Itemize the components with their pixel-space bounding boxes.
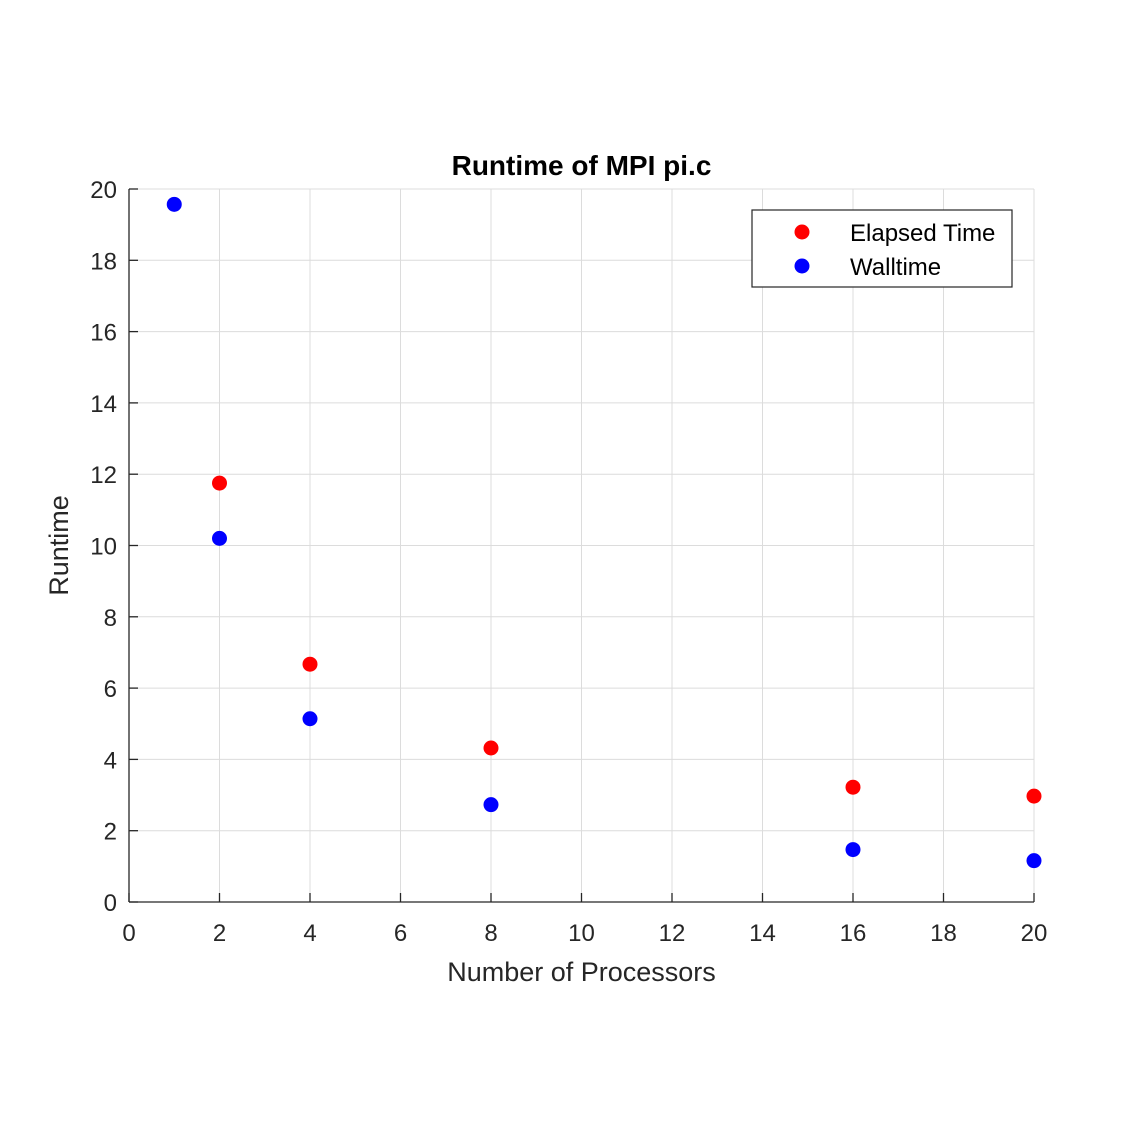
y-tick-label: 0 bbox=[104, 890, 117, 917]
x-tick-label: 4 bbox=[303, 920, 316, 947]
x-tick-label: 2 bbox=[213, 920, 226, 947]
legend-label-walltime: Walltime bbox=[850, 254, 941, 281]
x-tick-label: 14 bbox=[749, 920, 776, 947]
walltime-point bbox=[1026, 853, 1042, 869]
y-tick-label: 12 bbox=[90, 462, 117, 489]
y-tick-label: 18 bbox=[90, 248, 117, 275]
walltime-point bbox=[166, 196, 182, 212]
x-tick-label: 20 bbox=[1021, 920, 1048, 947]
walltime-point bbox=[845, 842, 861, 858]
elapsed-time-point bbox=[302, 656, 318, 672]
x-tick-label: 16 bbox=[840, 920, 867, 947]
data-points bbox=[166, 196, 1042, 869]
elapsed-time-point bbox=[1026, 788, 1042, 804]
x-tick-label: 8 bbox=[484, 920, 497, 947]
y-tick-label: 16 bbox=[90, 320, 117, 347]
legend-marker-walltime bbox=[794, 258, 810, 274]
y-tick-label: 14 bbox=[90, 391, 117, 418]
x-tick-label: 10 bbox=[568, 920, 595, 947]
walltime-point bbox=[302, 711, 318, 727]
grid bbox=[128, 188, 1035, 903]
y-tick-label: 20 bbox=[90, 177, 117, 204]
x-tick-label: 12 bbox=[659, 920, 686, 947]
elapsed-time-point bbox=[845, 779, 861, 795]
walltime-point bbox=[212, 530, 227, 546]
elapsed-time-point bbox=[483, 740, 499, 756]
legend: Elapsed Time Walltime bbox=[751, 209, 1013, 288]
y-tick-label: 8 bbox=[104, 605, 117, 632]
y-tick-label: 2 bbox=[104, 819, 117, 846]
y-tick-label: 4 bbox=[104, 747, 117, 774]
axes: 0 2 4 6 8 10 12 14 16 18 20 0 2 4 6 8 10 12 14 16 18 20 bbox=[90, 177, 1047, 947]
x-tick-label: 0 bbox=[122, 920, 135, 947]
y-axis-label: Runtime bbox=[44, 495, 74, 596]
y-tick-label: 6 bbox=[104, 676, 117, 703]
elapsed-time-point bbox=[212, 475, 227, 491]
legend-box bbox=[751, 209, 1013, 288]
x-tick-label: 18 bbox=[930, 920, 957, 947]
x-axis-label: Number of Processors bbox=[447, 957, 716, 987]
chart-title: Runtime of MPI pi.c bbox=[452, 150, 712, 181]
y-tick-label: 10 bbox=[90, 534, 117, 561]
legend-marker-elapsed-time bbox=[794, 224, 810, 240]
legend-label-elapsed-time: Elapsed Time bbox=[850, 220, 995, 247]
walltime-point bbox=[483, 797, 499, 813]
x-tick-label: 6 bbox=[394, 920, 407, 947]
